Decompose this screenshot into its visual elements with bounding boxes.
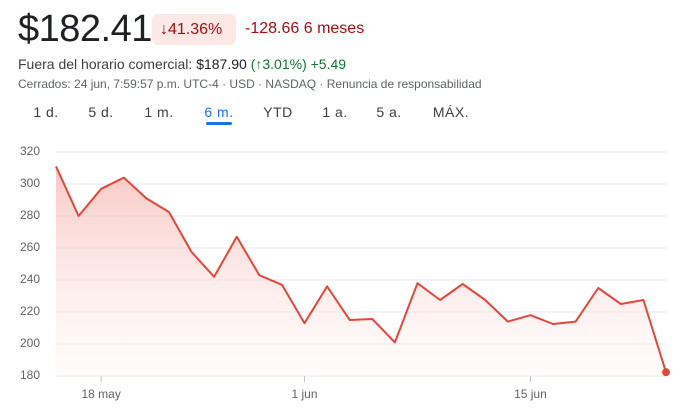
status: Cerrados: 24 jun, 7:59:57 p.m. UTC-4 · U…	[18, 77, 482, 91]
after-hours-price: $187.90	[196, 56, 247, 72]
paren: (↑	[250, 56, 263, 72]
price: $182.41	[18, 8, 152, 50]
range-tab[interactable]: 6 m.	[204, 104, 234, 120]
last-point	[662, 368, 670, 377]
price-line	[55, 165, 667, 373]
change-badge: ↓41.36%	[152, 14, 236, 45]
y-tick-label: 260	[20, 240, 40, 254]
range-tab[interactable]: MÁX.	[432, 104, 470, 120]
period: 6 meses	[303, 20, 365, 37]
down-arrow: ↓	[160, 21, 168, 38]
change-abs: -128.66 6 meses	[245, 20, 364, 38]
after-hours-label: Fuera del horario comercial:	[18, 56, 193, 72]
y-tick-label: 240	[20, 272, 40, 286]
y-tick-label: 180	[20, 368, 40, 382]
change-pct: 41.36%	[168, 21, 223, 38]
tab-underline	[206, 122, 232, 125]
range-tab[interactable]: YTD	[263, 104, 293, 120]
after-hours-abs: +5.49	[310, 56, 347, 72]
y-tick-label: 300	[20, 176, 40, 190]
y-tick-label: 320	[20, 144, 40, 158]
range-tab[interactable]: 5 a.	[376, 104, 402, 120]
x-tick-label: 1 jun	[292, 387, 318, 401]
x-tick-label: 15 jun	[514, 387, 547, 401]
change-value: -128.66	[245, 20, 300, 37]
x-tick-label: 18 may	[82, 387, 121, 401]
y-tick-label: 280	[20, 208, 40, 222]
after-hours-pct: 3.01%	[262, 56, 303, 72]
area-fill	[56, 166, 666, 376]
y-tick-label: 220	[20, 304, 40, 318]
y-tick-label: 200	[20, 336, 40, 350]
after-hours: Fuera del horario comercial: $187.90 (↑3…	[18, 56, 346, 72]
range-tab[interactable]: 1 m.	[144, 104, 174, 120]
range-tab[interactable]: 1 d.	[33, 104, 59, 120]
range-tab[interactable]: 1 a.	[322, 104, 348, 120]
range-tab[interactable]: 5 d.	[88, 104, 114, 120]
paren: )	[302, 56, 307, 72]
